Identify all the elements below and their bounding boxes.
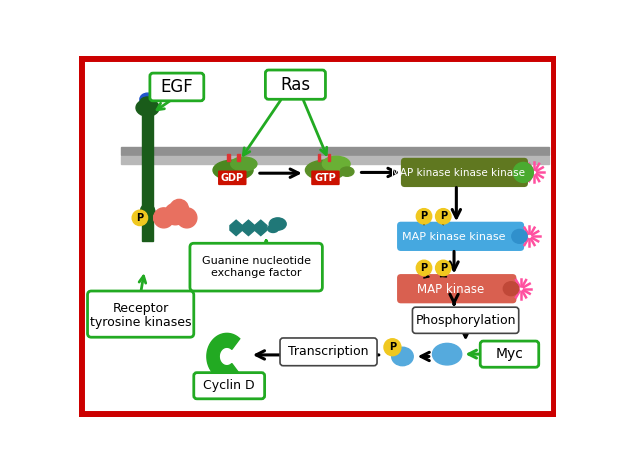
Text: P: P (136, 213, 143, 223)
Ellipse shape (268, 225, 278, 233)
Circle shape (384, 339, 401, 356)
Text: tyrosine kinases: tyrosine kinases (90, 316, 192, 329)
Ellipse shape (140, 93, 155, 105)
FancyBboxPatch shape (194, 373, 265, 399)
Polygon shape (154, 212, 172, 224)
Text: P: P (420, 212, 428, 221)
Text: MAP kinase: MAP kinase (417, 283, 484, 296)
Bar (328, 154, 330, 161)
Ellipse shape (392, 347, 413, 366)
Ellipse shape (213, 160, 253, 180)
Ellipse shape (433, 344, 462, 365)
FancyBboxPatch shape (218, 170, 247, 185)
Text: Guanine nucleotide: Guanine nucleotide (202, 256, 311, 266)
Polygon shape (207, 333, 240, 380)
Circle shape (154, 208, 174, 228)
Text: EGF: EGF (161, 78, 193, 96)
Ellipse shape (340, 167, 354, 176)
Text: P: P (420, 263, 428, 273)
Ellipse shape (136, 99, 159, 116)
Circle shape (177, 208, 197, 228)
Ellipse shape (306, 160, 345, 180)
Text: Cyclin D: Cyclin D (203, 379, 255, 392)
Text: Phosphorylation: Phosphorylation (415, 314, 516, 327)
Text: exchange factor: exchange factor (211, 268, 301, 278)
Ellipse shape (140, 97, 155, 108)
Text: GTP: GTP (314, 173, 336, 183)
Ellipse shape (269, 218, 286, 230)
FancyBboxPatch shape (265, 70, 326, 99)
Ellipse shape (503, 282, 519, 296)
Ellipse shape (231, 157, 257, 171)
Circle shape (436, 260, 451, 276)
Circle shape (132, 210, 148, 226)
Bar (318, 154, 321, 161)
Bar (122, 147, 549, 155)
FancyBboxPatch shape (280, 338, 377, 366)
FancyBboxPatch shape (480, 341, 539, 367)
FancyBboxPatch shape (190, 243, 322, 291)
FancyBboxPatch shape (401, 158, 528, 187)
Circle shape (513, 162, 533, 183)
Text: P: P (440, 263, 447, 273)
Circle shape (416, 209, 432, 224)
FancyBboxPatch shape (87, 291, 194, 337)
Text: MAP kinase kinase kinase: MAP kinase kinase kinase (391, 168, 525, 178)
Polygon shape (230, 220, 267, 235)
Ellipse shape (322, 156, 350, 172)
Text: GDP: GDP (221, 173, 244, 183)
Text: P: P (440, 212, 447, 221)
Bar (237, 154, 239, 161)
Ellipse shape (512, 229, 527, 243)
FancyBboxPatch shape (412, 307, 519, 333)
Circle shape (164, 203, 186, 225)
Text: Ras: Ras (280, 76, 311, 94)
FancyBboxPatch shape (397, 274, 516, 303)
Circle shape (436, 209, 451, 224)
Circle shape (170, 199, 188, 218)
Bar (142, 106, 153, 241)
Ellipse shape (140, 203, 155, 225)
Text: Receptor: Receptor (112, 302, 169, 315)
FancyBboxPatch shape (150, 73, 204, 101)
FancyBboxPatch shape (311, 170, 340, 185)
Circle shape (416, 260, 432, 276)
Text: Myc: Myc (495, 347, 523, 361)
Text: P: P (389, 342, 396, 352)
Text: Transcription: Transcription (288, 345, 369, 358)
Bar (122, 156, 549, 164)
Text: MAP kinase kinase: MAP kinase kinase (402, 232, 506, 242)
Bar (228, 154, 229, 161)
FancyBboxPatch shape (397, 222, 524, 251)
